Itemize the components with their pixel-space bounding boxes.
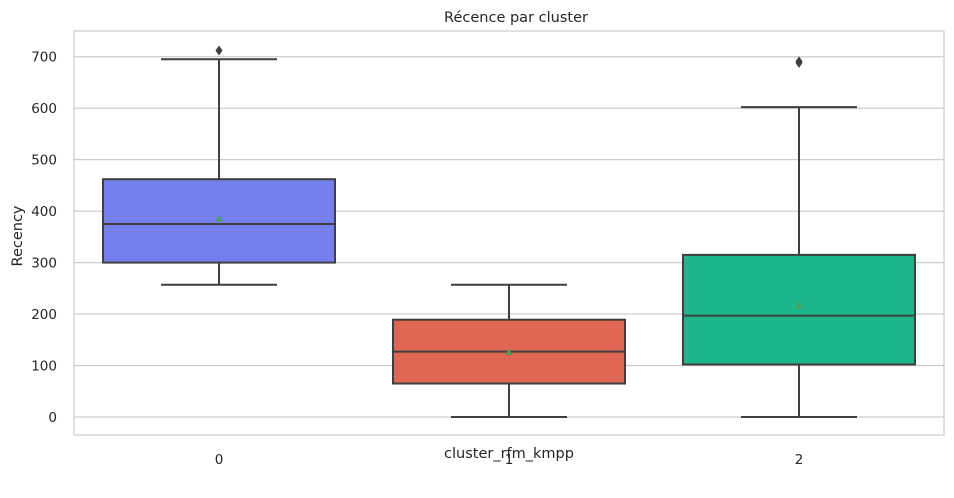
- box-cluster-0: [102, 45, 336, 286]
- y-tick-label: 0: [48, 410, 57, 426]
- box-cluster-2: [682, 56, 916, 418]
- mean-marker: [795, 301, 803, 309]
- iqr-box: [682, 253, 916, 366]
- mean-marker: [505, 348, 513, 356]
- x-tick-labels: 0 1 2: [215, 452, 804, 468]
- mean-marker: [215, 214, 223, 222]
- x-tick-label: 2: [795, 452, 804, 468]
- box-cluster-1: [392, 283, 626, 418]
- y-tick-labels: 0 100 200 300 400 500 600 700: [31, 50, 57, 426]
- x-tick-label: 0: [215, 452, 224, 468]
- y-tick-label: 200: [31, 307, 57, 323]
- chart-title: Récence par cluster: [444, 10, 588, 26]
- y-tick-label: 500: [31, 153, 57, 169]
- y-axis-label: Recency: [10, 205, 26, 266]
- outlier-point: [215, 45, 223, 56]
- y-tick-label: 700: [31, 50, 57, 66]
- plot-frame: [73, 30, 945, 436]
- y-tick-label: 300: [31, 256, 57, 272]
- x-tick-label: 1: [505, 452, 514, 468]
- y-tick-label: 400: [31, 204, 57, 220]
- outlier-point: [795, 56, 803, 67]
- box-series: [102, 45, 916, 418]
- y-tick-label: 100: [31, 359, 57, 375]
- y-tick-label: 600: [31, 101, 57, 117]
- x-axis-label: cluster_rfm_kmpp: [444, 446, 574, 462]
